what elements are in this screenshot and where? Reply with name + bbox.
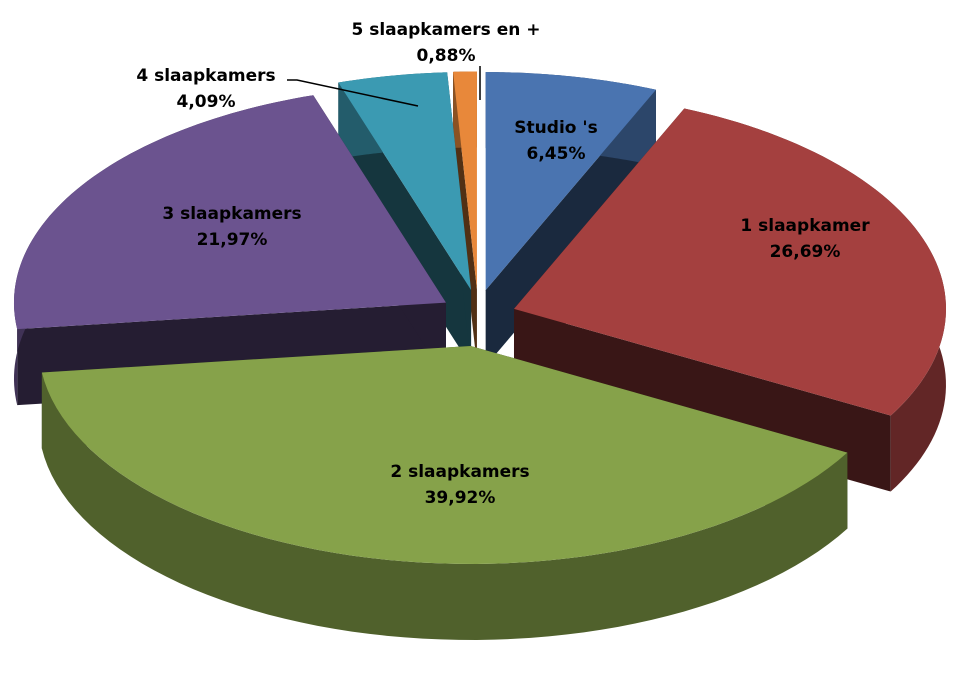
slice-wall: [41, 372, 848, 640]
slice-label: Studio 's: [514, 118, 597, 138]
slice-label: 1 slaapkamer: [740, 216, 870, 236]
slice: [41, 345, 848, 564]
slice: [13, 95, 446, 330]
slice-value-label: 21,97%: [197, 230, 268, 250]
slice-value-label: 4,09%: [177, 92, 236, 112]
pie: [13, 71, 946, 640]
slice-value-label: 0,88%: [417, 46, 476, 66]
slice: [513, 108, 946, 416]
slice-value-label: 6,45%: [527, 144, 586, 164]
slice-value-label: 39,92%: [425, 488, 496, 508]
slice: [338, 72, 472, 290]
slice-label: 4 slaapkamers: [136, 66, 275, 86]
slice-value-label: 26,69%: [770, 242, 841, 262]
slice: [485, 72, 656, 291]
slice: [453, 71, 477, 290]
slice-label: 5 slaapkamers en +: [351, 20, 540, 40]
slice-label: 2 slaapkamers: [390, 462, 529, 482]
slice-label: 3 slaapkamers: [162, 204, 301, 224]
leader-line: [287, 79, 419, 107]
